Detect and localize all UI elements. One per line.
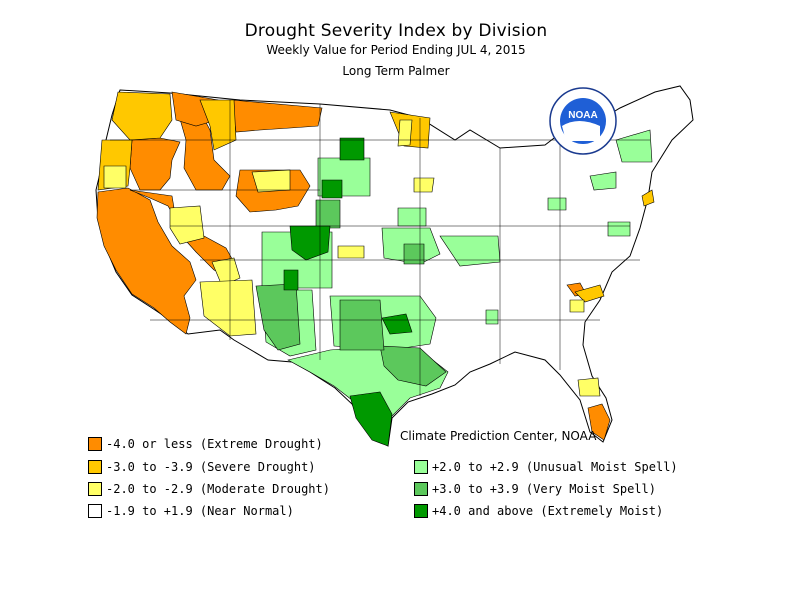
ia-moist xyxy=(397,207,427,227)
ar-moist xyxy=(485,309,499,325)
legend-item-very-moist: +3.0 to +3.9 (Very Moist Spell) xyxy=(414,481,656,497)
legend-swatch xyxy=(414,460,428,474)
sd-extreme xyxy=(339,137,365,161)
index-name: Long Term Palmer xyxy=(342,64,450,78)
ks-very-moist xyxy=(403,243,425,265)
legend-label: -4.0 or less (Extreme Drought) xyxy=(106,437,323,451)
legend-swatch xyxy=(414,504,428,518)
legend-label: +3.0 to +3.9 (Very Moist Spell) xyxy=(432,482,656,496)
arizona-moderate xyxy=(199,279,257,337)
credit-label: Climate Prediction Center, NOAA xyxy=(400,429,597,443)
nd-moderate xyxy=(397,119,413,147)
co-very-moist xyxy=(315,199,341,229)
moderate-drought-regions xyxy=(103,119,601,397)
wy-extreme xyxy=(321,179,343,199)
california-drought xyxy=(96,187,197,335)
ny-moist xyxy=(589,171,617,191)
tx-coast-extreme xyxy=(349,391,393,447)
legend-swatch xyxy=(88,460,102,474)
legend-item-extremely-moist: +4.0 and above (Extremely Moist) xyxy=(414,503,663,519)
va-moist xyxy=(607,221,631,237)
nm-extreme xyxy=(283,269,299,291)
sc-moderate xyxy=(569,299,585,313)
oh-moist xyxy=(547,197,567,211)
legend-swatch xyxy=(88,437,102,451)
legend-label: -3.0 to -3.9 (Severe Drought) xyxy=(106,460,316,474)
map-title: Drought Severity Index by Division xyxy=(244,21,548,41)
ne-moist xyxy=(615,129,653,163)
legend-item-severe-drought: -3.0 to -3.9 (Severe Drought) xyxy=(88,459,316,475)
extremely-moist-regions xyxy=(283,137,413,447)
wyoming-moderate xyxy=(251,169,291,193)
florida-moderate xyxy=(577,377,601,397)
ok-extreme xyxy=(381,313,413,335)
oregon-moderate xyxy=(103,165,127,189)
legend-label: +2.0 to +2.9 (Unusual Moist Spell) xyxy=(432,460,678,474)
washington-severe xyxy=(111,91,173,141)
very-moist-regions xyxy=(255,199,447,387)
nj-severe xyxy=(641,189,655,207)
division-boundaries xyxy=(110,100,650,396)
oregon-drought xyxy=(129,137,181,191)
legend-item-near-normal: -1.9 to +1.9 (Near Normal) xyxy=(88,503,294,519)
se-severe xyxy=(574,284,605,303)
noaa-logo-text: NOAA xyxy=(568,110,597,121)
noaa-logo: NOAA xyxy=(549,87,617,155)
legend-item-extreme-drought: -4.0 or less (Extreme Drought) xyxy=(88,436,323,452)
legend-item-moderate-drought: -2.0 to -2.9 (Moderate Drought) xyxy=(88,481,330,497)
legend-swatch xyxy=(88,482,102,496)
florida-drought xyxy=(587,403,611,441)
montana-drought xyxy=(231,99,323,133)
map-subtitle: Weekly Value for Period Ending JUL 4, 20… xyxy=(266,43,526,57)
legend-label: -1.9 to +1.9 (Near Normal) xyxy=(106,504,294,518)
utah-moderate xyxy=(211,257,241,287)
legend-swatch xyxy=(414,482,428,496)
legend-swatch xyxy=(88,504,102,518)
ne-moderate xyxy=(337,245,365,259)
legend-item-unusual-moist: +2.0 to +2.9 (Unusual Moist Spell) xyxy=(414,459,678,475)
nevada-moderate xyxy=(169,205,205,245)
legend-label: +4.0 and above (Extremely Moist) xyxy=(432,504,664,518)
legend-label: -2.0 to -2.9 (Moderate Drought) xyxy=(106,482,330,496)
ok-very-moist xyxy=(339,299,385,351)
wi-moderate xyxy=(413,177,435,193)
idaho-severe xyxy=(199,99,237,151)
